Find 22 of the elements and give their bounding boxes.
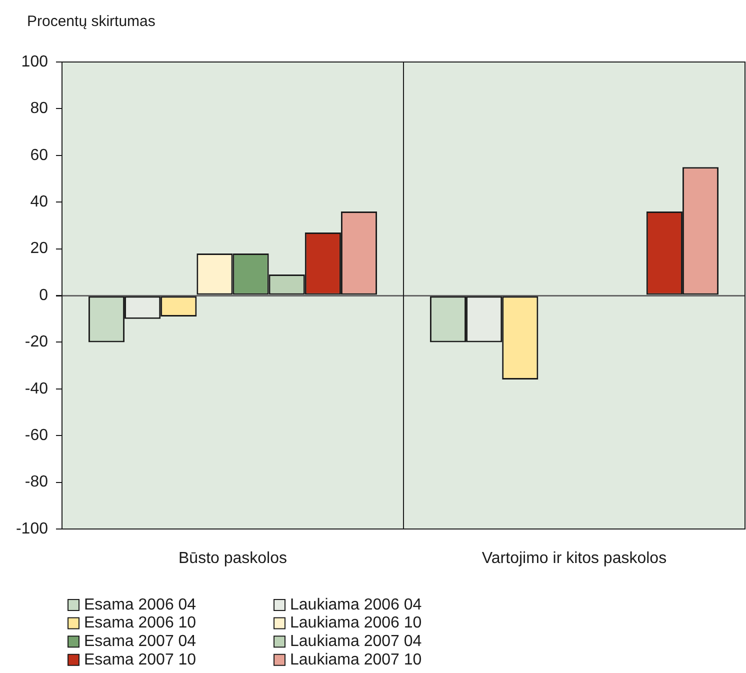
y-tick-label: 80 xyxy=(30,100,48,118)
legend-label: Laukiama 2007 10 xyxy=(290,651,422,668)
y-tick-label: -60 xyxy=(24,427,48,444)
legend-label: Esama 2007 04 xyxy=(84,633,196,650)
y-tick-label: 20 xyxy=(30,240,48,258)
legend-label: Esama 2006 04 xyxy=(84,596,196,614)
legend-label: Laukiama 2006 04 xyxy=(290,596,422,614)
y-axis-title: Procentų skirtumas xyxy=(27,13,156,30)
y-tick-label: 40 xyxy=(30,194,48,211)
y-tick-label: 0 xyxy=(39,286,48,304)
y-tick-label: 60 xyxy=(30,146,48,164)
y-tick-label: -100 xyxy=(16,520,48,538)
legend-label: Esama 2006 10 xyxy=(84,614,196,632)
legend-label: Laukiama 2007 04 xyxy=(290,633,422,650)
y-tick-label: -80 xyxy=(24,474,48,491)
x-tick-label: Vartojimo ir kitos paskolos xyxy=(482,550,667,568)
legend-label: Laukiama 2006 10 xyxy=(290,614,422,632)
y-tick-label: -40 xyxy=(24,380,48,398)
y-tick-label: 100 xyxy=(21,53,48,70)
legend-label: Esama 2007 10 xyxy=(84,651,196,668)
y-tick-label: -20 xyxy=(24,334,48,351)
x-tick-label: Būsto paskolos xyxy=(178,550,288,568)
